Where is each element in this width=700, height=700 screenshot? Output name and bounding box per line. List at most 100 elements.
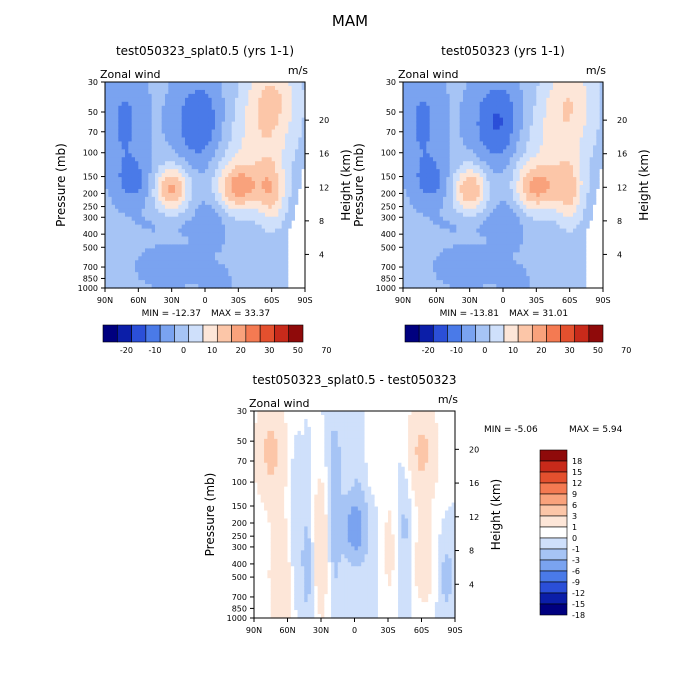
field-cell (403, 232, 407, 238)
field-cell (258, 244, 263, 249)
field-cell (238, 157, 243, 162)
field-cell (228, 220, 233, 226)
field-cell (419, 109, 424, 115)
field-cell (285, 284, 289, 289)
field-cell (416, 82, 421, 87)
field-cell (513, 105, 517, 111)
field-cell (138, 264, 143, 269)
field-cell (245, 200, 249, 206)
field-cell (258, 196, 263, 202)
field-cell (228, 137, 233, 143)
field-cell (141, 240, 146, 246)
field-cell (118, 196, 123, 202)
field-cell (288, 200, 293, 206)
field-cell (453, 268, 457, 273)
field-cell (145, 276, 149, 281)
field-cell (509, 204, 514, 210)
field-cell (198, 224, 203, 230)
field-cell (145, 105, 149, 111)
field-cell (138, 169, 143, 174)
field-cell (285, 157, 289, 162)
field-cell (175, 173, 179, 178)
field-cell (188, 105, 193, 111)
field-cell (215, 165, 219, 170)
field-cell (483, 276, 487, 281)
field-cell (121, 220, 126, 226)
field-cell (275, 216, 279, 222)
field-cell (423, 276, 427, 281)
field-cell (251, 89, 256, 95)
field-cell (506, 200, 511, 206)
field-cell (295, 236, 299, 242)
field-cell (151, 236, 156, 242)
field-cell (268, 82, 273, 87)
field-cell (426, 204, 431, 210)
field-cell (111, 97, 116, 103)
field-cell (489, 137, 494, 143)
field-cell (245, 240, 249, 246)
field-cell (141, 268, 146, 273)
field-cell (443, 173, 447, 178)
field-cell (288, 272, 293, 277)
field-cell (191, 244, 196, 249)
field-cell (288, 188, 293, 194)
field-cell (188, 240, 193, 246)
field-cell (205, 204, 209, 210)
field-cell (105, 85, 109, 91)
field-cell (443, 188, 447, 194)
field-cell (503, 284, 507, 289)
field-cell (218, 276, 223, 281)
field-cell (463, 93, 467, 99)
field-cell (513, 200, 517, 206)
field-cell (499, 117, 504, 123)
field-cell (489, 141, 494, 146)
field-cell (228, 173, 233, 178)
field-cell (248, 133, 253, 139)
field-cell (506, 244, 511, 249)
field-cell (248, 149, 253, 154)
field-cell (258, 284, 263, 289)
field-cell (241, 129, 246, 135)
field-cell (459, 208, 464, 214)
field-cell (285, 212, 289, 218)
field-cell (463, 244, 467, 249)
field-cell (231, 133, 236, 139)
field-cell (218, 129, 223, 135)
field-cell (185, 133, 189, 139)
field-cell (111, 177, 116, 182)
field-cell (261, 173, 266, 178)
field-cell (231, 228, 236, 234)
field-cell (115, 276, 119, 281)
field-cell (419, 188, 424, 194)
field-cell (215, 252, 219, 257)
field-cell (285, 161, 289, 166)
field-cell (516, 153, 521, 158)
field-cell (235, 220, 239, 226)
field-cell (443, 89, 447, 95)
field-cell (141, 256, 146, 261)
field-cell (449, 181, 454, 186)
field-cell (436, 173, 441, 178)
field-cell (261, 133, 266, 139)
field-cell (419, 145, 424, 150)
field-cell (135, 121, 139, 127)
field-cell (238, 97, 243, 103)
field-cell (195, 85, 199, 91)
field-cell (221, 157, 226, 162)
field-cell (419, 216, 424, 222)
field-cell (261, 93, 266, 99)
field-cell (125, 161, 129, 166)
field-cell (141, 109, 146, 115)
field-cell (191, 276, 196, 281)
field-cell (301, 272, 306, 277)
field-cell (228, 93, 233, 99)
field-cell (155, 228, 159, 234)
field-cell (271, 165, 276, 170)
field-cell (278, 216, 283, 222)
field-cell (125, 177, 129, 182)
field-cell (409, 268, 414, 273)
field-cell (275, 272, 279, 277)
field-cell (416, 276, 421, 281)
field-cell (433, 276, 437, 281)
field-cell (489, 276, 494, 281)
